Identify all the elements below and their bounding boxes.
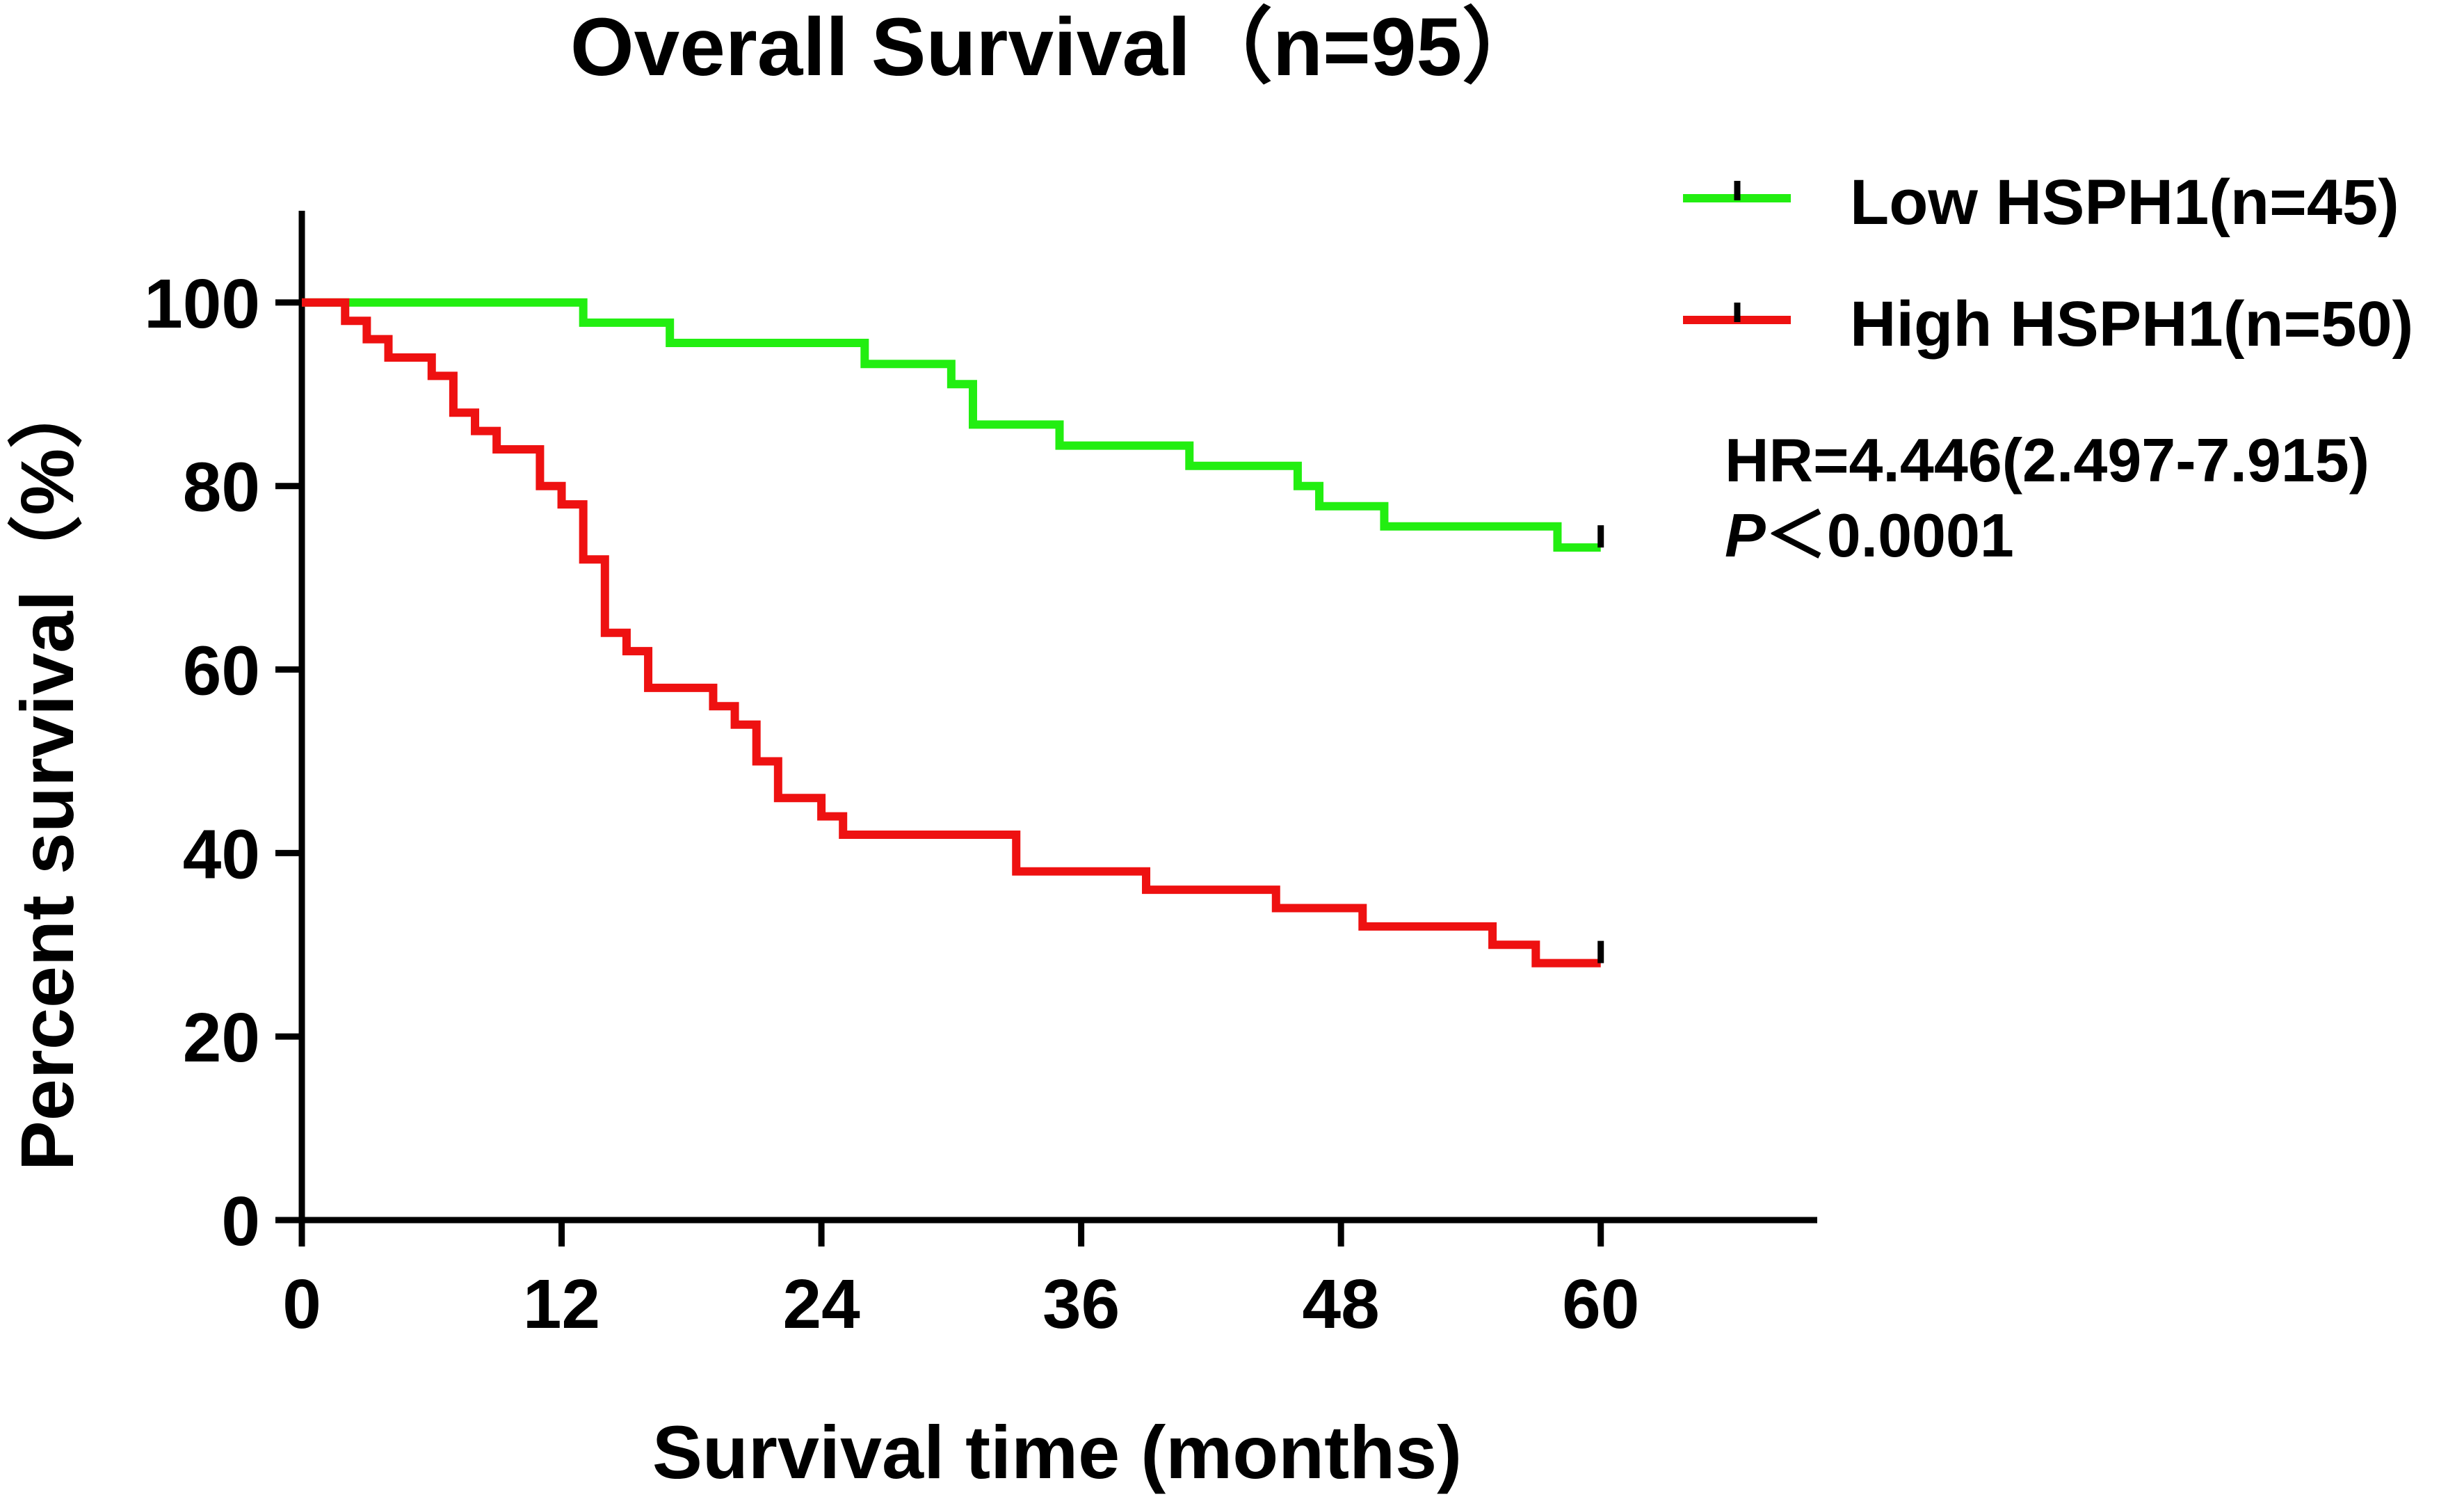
- y-axis-title: Percent survival（%）: [5, 374, 89, 1171]
- y-tick-label: 20: [183, 999, 260, 1077]
- p-value: ＜0.0001: [1766, 501, 2014, 570]
- series-layer: [302, 298, 1604, 968]
- hr-annotation: HR=4.446(2.497-7.915): [1725, 426, 2369, 495]
- y-tick-label: 80: [183, 449, 260, 527]
- chart-title: Overall Survival（n=95）: [570, 1, 1544, 93]
- x-tick-label: 60: [1562, 1265, 1639, 1343]
- y-tick-label: 60: [183, 632, 260, 710]
- x-tick-label: 48: [1303, 1265, 1380, 1343]
- x-axis-title: Survival time (months): [652, 1410, 1462, 1494]
- p-label: P: [1725, 501, 1766, 570]
- p-value-annotation: P＜0.0001: [1725, 501, 2014, 570]
- axes: [298, 211, 1817, 1224]
- x-tick-label: 36: [1042, 1265, 1120, 1343]
- y-tick-label: 100: [144, 265, 260, 343]
- axis-ticks: 0 12 24 36 48 60 0 20 40 60 80 100: [144, 265, 1639, 1343]
- series-line-low-hsph1: [302, 298, 1601, 552]
- series-line-high-hsph1: [302, 298, 1601, 968]
- x-tick-label: 12: [523, 1265, 600, 1343]
- legend-label-low: Low HSPH1(n=45): [1850, 167, 2399, 238]
- x-tick-label: 0: [282, 1265, 321, 1343]
- legend: Low HSPH1(n=45) High HSPH1(n=50): [1683, 167, 2413, 360]
- legend-label-high: High HSPH1(n=50): [1850, 289, 2413, 360]
- y-tick-label: 0: [221, 1183, 260, 1260]
- y-tick-label: 40: [183, 815, 260, 893]
- x-tick-label: 24: [782, 1265, 860, 1343]
